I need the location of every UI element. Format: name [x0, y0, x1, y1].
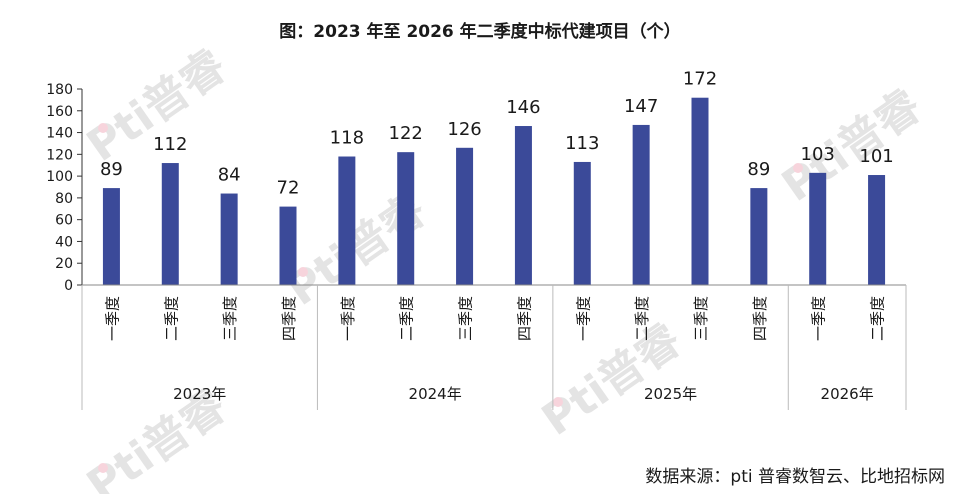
category-label: 三季度	[457, 296, 475, 341]
data-label: 172	[683, 69, 717, 90]
data-label: 103	[801, 144, 835, 165]
bar	[397, 152, 415, 285]
group-label: 2024年	[409, 385, 462, 403]
bar	[868, 175, 886, 285]
bar	[456, 147, 474, 285]
category-label: 二季度	[398, 296, 416, 341]
category-label: 二季度	[633, 296, 651, 341]
y-tick-label: 120	[46, 147, 73, 163]
y-tick-label: 100	[46, 169, 73, 185]
category-label: 四季度	[280, 296, 298, 341]
bar	[102, 188, 120, 285]
group-label: 2026年	[821, 385, 874, 403]
category-label: 二季度	[869, 296, 887, 341]
group-label: 2025年	[644, 385, 697, 403]
data-label: 146	[506, 97, 540, 118]
y-tick-label: 20	[55, 256, 73, 272]
x-axis: 一季度 二季度 三季度 四季度 一季度 二季度 三季度 四季度 一季度 二季度 三季度 四季度 一季度 二…	[81, 284, 907, 410]
data-label: 89	[100, 159, 123, 180]
y-tick-label: 0	[64, 278, 73, 294]
category-label: 三季度	[692, 296, 710, 341]
category-label: 一季度	[103, 296, 121, 341]
category-label: 四季度	[751, 296, 769, 341]
watermark-dot	[98, 463, 108, 473]
bar	[750, 188, 768, 285]
watermark-text: Pti普睿	[773, 80, 931, 212]
y-tick-label: 80	[55, 191, 73, 207]
y-tick-label: 180	[46, 82, 73, 98]
data-label: 101	[859, 146, 893, 167]
category-label: 三季度	[221, 296, 239, 341]
watermark-dot	[553, 397, 563, 407]
y-tick-label: 160	[46, 104, 73, 120]
y-axis: 0 20 40 60 80 100 120 140 160 180	[46, 82, 83, 294]
category-label: 一季度	[810, 296, 828, 341]
data-label: 89	[747, 159, 770, 180]
data-label: 126	[447, 119, 481, 140]
watermark-dot	[298, 267, 308, 277]
bar	[161, 163, 179, 285]
data-label: 122	[389, 123, 423, 144]
watermark-text: Pti普睿	[533, 314, 691, 446]
category-label: 一季度	[574, 296, 592, 341]
group-label: 2023年	[173, 385, 226, 403]
category-label: 一季度	[339, 296, 357, 341]
data-label: 118	[330, 128, 364, 149]
bar	[514, 126, 532, 286]
y-tick-label: 140	[46, 126, 73, 142]
bar	[338, 156, 356, 285]
data-label: 147	[624, 96, 658, 117]
bar	[220, 193, 238, 285]
chart-title: 图：2023 年至 2026 年二季度中标代建项目（个）	[279, 21, 680, 42]
watermark-dot	[98, 123, 108, 133]
y-tick-label: 40	[55, 234, 73, 250]
data-label: 113	[565, 133, 599, 154]
data-label: 84	[218, 165, 241, 186]
y-tick-label: 60	[55, 213, 73, 229]
category-label: 二季度	[162, 296, 180, 341]
data-label: 72	[277, 178, 300, 199]
bar	[279, 206, 297, 285]
data-label: 112	[153, 134, 187, 155]
watermark-dot	[793, 163, 803, 173]
source-note: 数据来源：pti 普睿数智云、比地招标网	[645, 467, 945, 487]
bar	[632, 124, 650, 285]
bar	[809, 172, 827, 285]
category-label: 四季度	[515, 296, 533, 341]
bar	[573, 161, 591, 285]
bar	[691, 97, 709, 285]
bars: 89 112 84 72 118 122 126 146 113 147 172 89 103 101	[100, 69, 894, 286]
